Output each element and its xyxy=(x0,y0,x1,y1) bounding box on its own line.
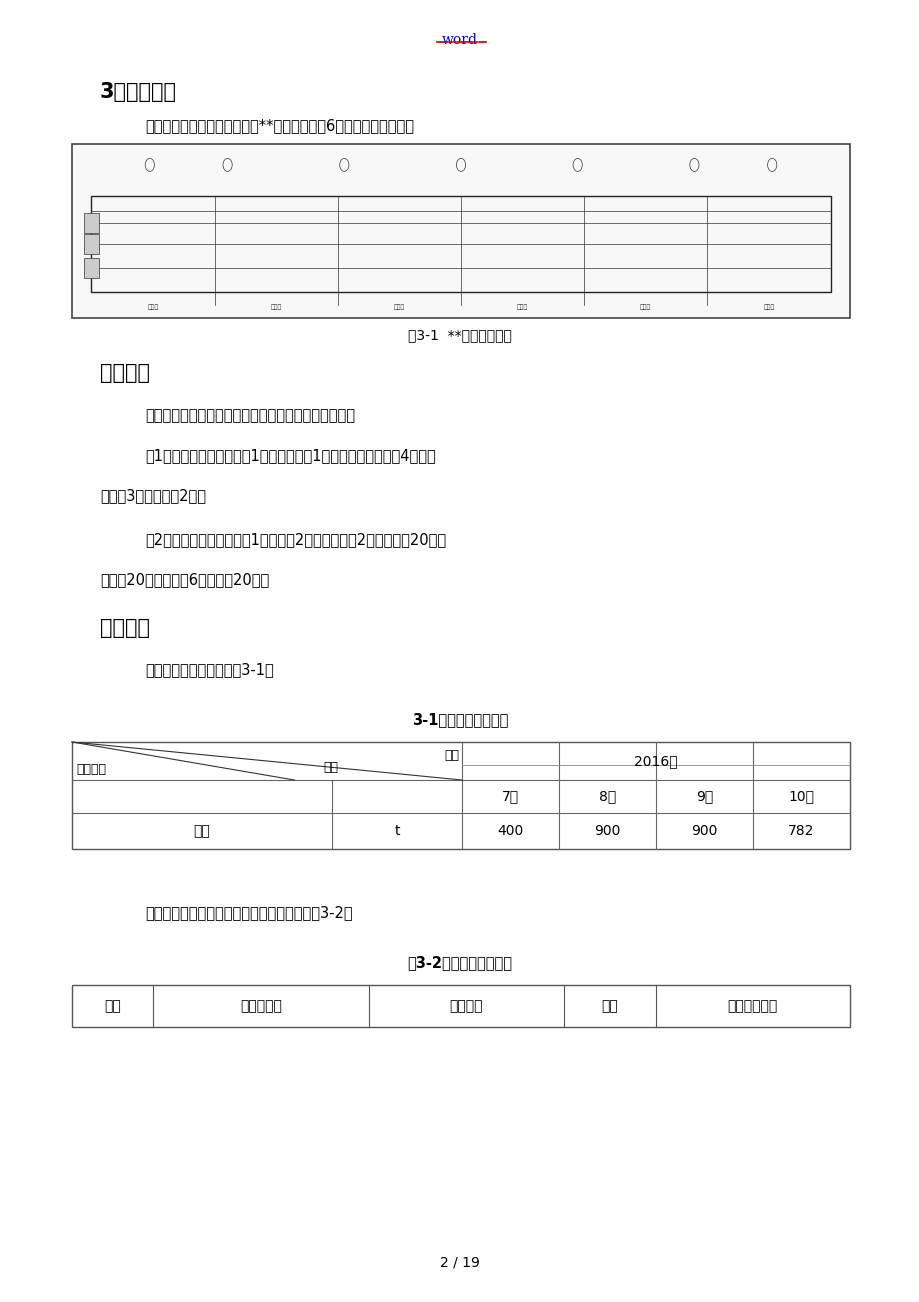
Text: 第三段: 第三段 xyxy=(393,305,404,310)
Text: 根据总体施工进度计划安排，**站主体结构分6个施工段进展施工。: 根据总体施工进度计划安排，**站主体结构分6个施工段进展施工。 xyxy=(145,118,414,133)
Text: 钢筋: 钢筋 xyxy=(193,824,210,838)
Text: 7月: 7月 xyxy=(502,789,518,803)
Text: 机械、设备: 机械、设备 xyxy=(240,999,282,1013)
Text: 钢筋材料计划表详见下表3-1。: 钢筋材料计划表详见下表3-1。 xyxy=(145,661,274,677)
Text: 人员组织: 人员组织 xyxy=(100,363,150,383)
Text: 表3-2、机械设备配置表: 表3-2、机械设备配置表 xyxy=(407,954,512,970)
Text: 第六段: 第六段 xyxy=(763,305,774,310)
Text: 3、施工安排: 3、施工安排 xyxy=(100,82,176,102)
Text: 场管理3人，安全员2人；: 场管理3人，安全员2人； xyxy=(100,488,206,503)
Text: 计划进场时间: 计划进场时间 xyxy=(727,999,777,1013)
Text: 8月: 8月 xyxy=(598,789,616,803)
Text: 材料名称: 材料名称 xyxy=(76,763,107,776)
Text: 900: 900 xyxy=(690,824,717,838)
Text: 782: 782 xyxy=(788,824,814,838)
Text: 9月: 9月 xyxy=(695,789,712,803)
Text: 根据工程施工计划，机械设备配置计划见下表3-2。: 根据工程施工计划，机械设备配置计划见下表3-2。 xyxy=(145,905,352,921)
Bar xyxy=(91,197,830,292)
Text: 第五段: 第五段 xyxy=(640,305,651,310)
Text: 图3-1  **站施工分段图: 图3-1 **站施工分段图 xyxy=(408,328,511,342)
Bar xyxy=(84,212,98,233)
Bar xyxy=(84,233,98,254)
Text: 序号: 序号 xyxy=(104,999,120,1013)
Text: t: t xyxy=(394,824,400,838)
Text: 钢筋计划: 钢筋计划 xyxy=(100,618,150,638)
Text: word: word xyxy=(441,33,478,47)
Text: 第二段: 第二段 xyxy=(270,305,281,310)
Text: 规格型号: 规格型号 xyxy=(449,999,482,1013)
Text: 2 / 19: 2 / 19 xyxy=(439,1255,480,1269)
Text: 第四段: 第四段 xyxy=(516,305,528,310)
Text: 时间: 时间 xyxy=(444,749,459,762)
Bar xyxy=(84,258,98,279)
Text: 10月: 10月 xyxy=(788,789,813,803)
Text: （1）管理层：现场负责人1人，技术主管1人，质检与技术人员4人，现: （1）管理层：现场负责人1人，技术主管1人，质检与技术人员4人，现 xyxy=(145,448,436,464)
Text: 3-1、钢筋材料计划表: 3-1、钢筋材料计划表 xyxy=(412,712,507,727)
Text: 2016年: 2016年 xyxy=(633,754,677,768)
Bar xyxy=(72,742,849,849)
Text: 900: 900 xyxy=(594,824,620,838)
Text: 架子工20人，电焊工6人，普工20人。: 架子工20人，电焊工6人，普工20人。 xyxy=(100,572,269,587)
Text: 400: 400 xyxy=(497,824,523,838)
Text: （2）劳务队伍：现场负责1人，技术2人，现场调度2人，钢筋工20人，: （2）劳务队伍：现场负责1人，技术2人，现场调度2人，钢筋工20人， xyxy=(145,533,446,547)
Text: 第一段: 第一段 xyxy=(147,305,158,310)
Text: 数量: 数量 xyxy=(323,760,338,773)
Text: 数量: 数量 xyxy=(600,999,618,1013)
Text: 根据施工计划安排与工程量情况，人员组织安排如下：: 根据施工计划安排与工程量情况，人员组织安排如下： xyxy=(145,408,355,423)
Bar xyxy=(72,145,849,318)
Bar xyxy=(72,986,849,1027)
